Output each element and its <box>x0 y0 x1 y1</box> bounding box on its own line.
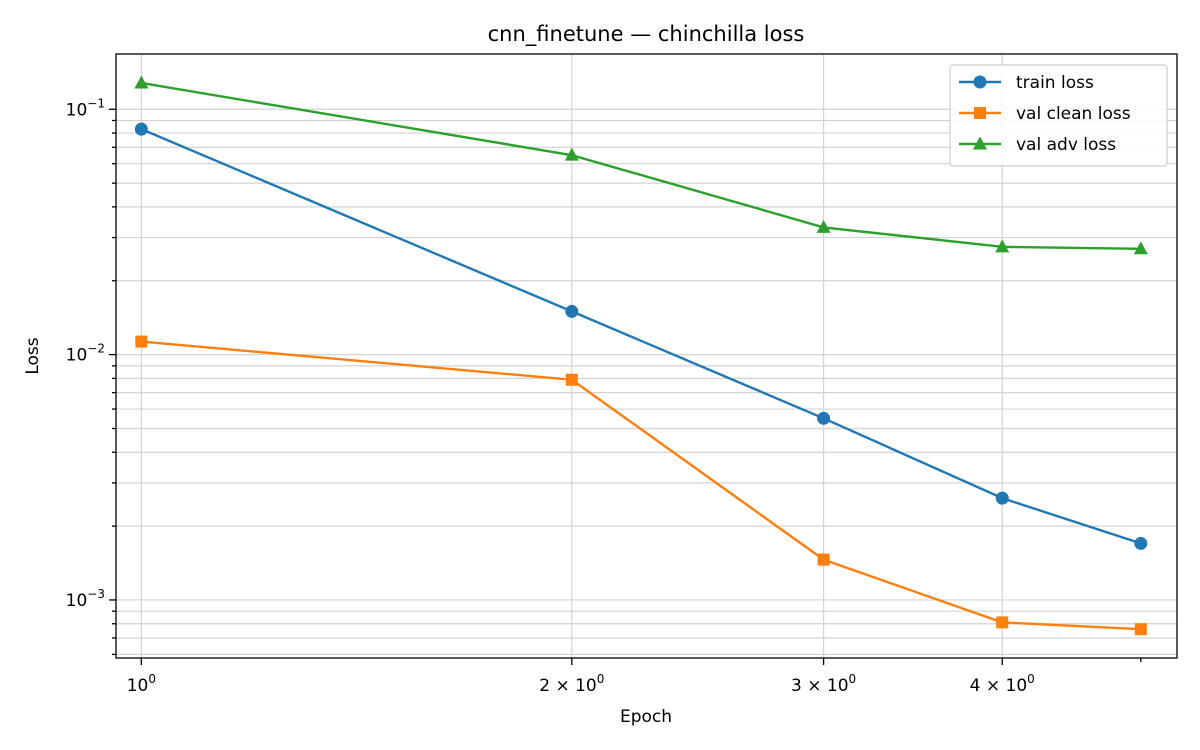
x-tick-label: 100 <box>127 672 156 696</box>
data-point-val-adv-loss <box>1133 241 1148 255</box>
y-tick-label: 10−1 <box>66 96 105 120</box>
data-point-val-clean-loss <box>996 616 1009 629</box>
legend-label-train-loss: train loss <box>1016 73 1094 93</box>
legend-marker-train-loss <box>973 75 987 89</box>
data-point-val-clean-loss <box>817 553 830 566</box>
data-point-val-adv-loss <box>816 219 831 233</box>
x-tick-label: 4 × 100 <box>970 672 1035 696</box>
legend-label-val-clean-loss: val clean loss <box>1016 104 1131 124</box>
data-point-train-loss <box>995 491 1009 505</box>
x-axis-label: Epoch <box>620 707 672 727</box>
data-point-train-loss <box>1134 536 1148 550</box>
data-point-val-adv-loss <box>134 75 149 89</box>
x-tick-label: 3 × 100 <box>791 672 856 696</box>
y-tick-label: 10−2 <box>66 342 105 366</box>
data-point-train-loss <box>817 411 831 425</box>
data-point-train-loss <box>134 122 148 136</box>
legend-label-val-adv-loss: val adv loss <box>1016 135 1116 155</box>
data-point-val-clean-loss <box>1134 623 1147 636</box>
data-point-val-adv-loss <box>995 239 1010 253</box>
x-tick-label: 2 × 100 <box>539 672 604 696</box>
plot-area <box>134 75 1148 636</box>
legend-box <box>949 64 1168 167</box>
axes-frame <box>115 53 1178 659</box>
data-point-train-loss <box>565 304 579 318</box>
legend-marker-val-clean-loss <box>974 107 986 119</box>
data-point-val-clean-loss <box>135 335 148 348</box>
data-point-val-clean-loss <box>565 373 578 386</box>
y-axis-label: Loss <box>23 337 43 374</box>
y-tick-label: 10−3 <box>66 587 105 611</box>
chart-title: cnn_finetune — chinchilla loss <box>488 22 805 47</box>
axis-ticks: 10−1 10−2 10−3 100 2 × 100 3 × 100 4 × 100 <box>66 96 1142 696</box>
legend: train loss val clean loss val adv loss <box>949 64 1168 167</box>
legend-marker-val-adv-loss <box>973 136 987 150</box>
data-point-val-adv-loss <box>564 147 579 161</box>
